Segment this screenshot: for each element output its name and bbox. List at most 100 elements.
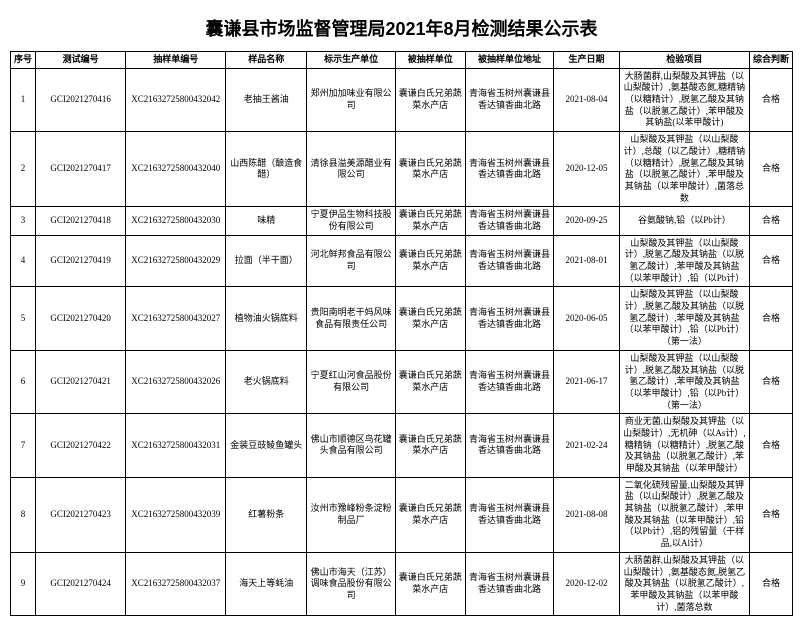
cell-producer: 佛山市海天（江苏）调味食品股份有限公司 <box>307 552 395 615</box>
cell-inspectitems: 二氧化硫残留量,山梨酸及其钾盐（以山梨酸计）,脱氢乙酸及其钠盐（以脱氢乙酸计）,… <box>619 477 749 552</box>
cell-sampledunit: 囊谦白氏兄弟蔬菜水产店 <box>395 477 465 552</box>
cell-inspectitems: 山梨酸及其钾盐（以山梨酸计）,脱氢乙酸及其钠盐（以脱氢乙酸计）,苯甲酸及其钠盐（… <box>619 235 749 287</box>
cell-sampledunit: 囊谦白氏兄弟蔬菜水产店 <box>395 207 465 235</box>
page-title: 囊谦县市场监督管理局2021年8月检测结果公示表 <box>10 15 793 41</box>
cell-sampledaddr: 青海省玉树州囊谦县香达镇香曲北路 <box>465 414 553 477</box>
col-inspectitems: 检验项目 <box>619 52 749 69</box>
cell-producer: 宁夏红山河食品股份有限公司 <box>307 350 395 413</box>
cell-proddate: 2020-06-05 <box>554 287 620 350</box>
cell-sampledaddr: 青海省玉树州囊谦县香达镇香曲北路 <box>465 207 553 235</box>
col-judgement: 综合判断 <box>749 52 792 69</box>
cell-inspectitems: 山梨酸及其钾盐（以山梨酸计）,脱氢乙酸及其钠盐（以脱氢乙酸计）,苯甲酸及其钠盐（… <box>619 287 749 350</box>
cell-seq: 2 <box>11 132 36 207</box>
cell-judgement: 合格 <box>749 350 792 413</box>
col-producer: 标示生产单位 <box>307 52 395 69</box>
cell-seq: 9 <box>11 552 36 615</box>
cell-samplename: 拉面（半干面） <box>226 235 307 287</box>
cell-proddate: 2021-02-24 <box>554 414 620 477</box>
table-header-row: 序号 测试编号 抽样单编号 样品名称 标示生产单位 被抽样单位 被抽样单位地址 … <box>11 52 793 69</box>
cell-sampledaddr: 青海省玉树州囊谦县香达镇香曲北路 <box>465 235 553 287</box>
cell-judgement: 合格 <box>749 235 792 287</box>
cell-proddate: 2020-12-02 <box>554 552 620 615</box>
cell-seq: 7 <box>11 414 36 477</box>
cell-proddate: 2021-08-08 <box>554 477 620 552</box>
col-testid: 测试编号 <box>35 52 126 69</box>
cell-sampleid: XC21632725800432042 <box>126 68 226 131</box>
cell-producer: 汝州市豫峰粉条淀粉制品厂 <box>307 477 395 552</box>
cell-sampleid: XC21632725800432029 <box>126 235 226 287</box>
cell-judgement: 合格 <box>749 414 792 477</box>
cell-judgement: 合格 <box>749 207 792 235</box>
cell-seq: 1 <box>11 68 36 131</box>
table-row: 9GCI2021270424XC21632725800432037海天上等蚝油佛… <box>11 552 793 615</box>
table-row: 5GCI2021270420XC21632725800432027植物油火锅底料… <box>11 287 793 350</box>
cell-sampledaddr: 青海省玉树州囊谦县香达镇香曲北路 <box>465 132 553 207</box>
table-row: 7GCI2021270422XC21632725800432031金装豆豉鲮鱼罐… <box>11 414 793 477</box>
table-row: 1GCI2021270416XC21632725800432042老抽王酱油郑州… <box>11 68 793 131</box>
cell-testid: GCI2021270419 <box>35 235 126 287</box>
cell-sampledaddr: 青海省玉树州囊谦县香达镇香曲北路 <box>465 287 553 350</box>
cell-inspectitems: 山梨酸及其钾盐（以山梨酸计）,总酸（以乙酸计）,糖精钠（以糖精计）,脱氢乙酸及其… <box>619 132 749 207</box>
cell-testid: GCI2021270423 <box>35 477 126 552</box>
cell-sampleid: XC21632725800432026 <box>126 350 226 413</box>
cell-sampledaddr: 青海省玉树州囊谦县香达镇香曲北路 <box>465 350 553 413</box>
cell-testid: GCI2021270420 <box>35 287 126 350</box>
cell-sampleid: XC21632725800432027 <box>126 287 226 350</box>
cell-judgement: 合格 <box>749 552 792 615</box>
cell-sampledaddr: 青海省玉树州囊谦县香达镇香曲北路 <box>465 552 553 615</box>
cell-sampledunit: 囊谦白氏兄弟蔬菜水产店 <box>395 235 465 287</box>
cell-sampledunit: 囊谦白氏兄弟蔬菜水产店 <box>395 414 465 477</box>
cell-sampledaddr: 青海省玉树州囊谦县香达镇香曲北路 <box>465 477 553 552</box>
table-row: 2GCI2021270417XC21632725800432040山西陈醋（酿造… <box>11 132 793 207</box>
cell-proddate: 2021-06-17 <box>554 350 620 413</box>
cell-inspectitems: 山梨酸及其钾盐（以山梨酸计）,脱氢乙酸及其钠盐（以脱氢乙酸计）,苯甲酸及其钠盐（… <box>619 350 749 413</box>
results-table: 序号 测试编号 抽样单编号 样品名称 标示生产单位 被抽样单位 被抽样单位地址 … <box>10 51 793 616</box>
cell-producer: 佛山市顺德区鸟花罐头食品有限公司 <box>307 414 395 477</box>
cell-testid: GCI2021270418 <box>35 207 126 235</box>
cell-proddate: 2020-09-25 <box>554 207 620 235</box>
table-row: 3GCI2021270418XC21632725800432030味精宁夏伊品生… <box>11 207 793 235</box>
cell-producer: 清徐县溢美源醋业有限公司 <box>307 132 395 207</box>
cell-samplename: 海天上等蚝油 <box>226 552 307 615</box>
cell-proddate: 2021-08-04 <box>554 68 620 131</box>
cell-samplename: 老火锅底料 <box>226 350 307 413</box>
cell-seq: 6 <box>11 350 36 413</box>
cell-sampleid: XC21632725800432040 <box>126 132 226 207</box>
cell-testid: GCI2021270422 <box>35 414 126 477</box>
cell-sampleid: XC21632725800432039 <box>126 477 226 552</box>
cell-sampleid: XC21632725800432031 <box>126 414 226 477</box>
cell-testid: GCI2021270416 <box>35 68 126 131</box>
cell-sampledunit: 囊谦白氏兄弟蔬菜水产店 <box>395 350 465 413</box>
cell-samplename: 山西陈醋（酿造食醋） <box>226 132 307 207</box>
col-sampledaddr: 被抽样单位地址 <box>465 52 553 69</box>
col-samplename: 样品名称 <box>226 52 307 69</box>
cell-sampledaddr: 青海省玉树州囊谦县香达镇香曲北路 <box>465 68 553 131</box>
cell-sampledunit: 囊谦白氏兄弟蔬菜水产店 <box>395 552 465 615</box>
cell-testid: GCI2021270424 <box>35 552 126 615</box>
cell-sampleid: XC21632725800432030 <box>126 207 226 235</box>
cell-samplename: 植物油火锅底料 <box>226 287 307 350</box>
col-sampledunit: 被抽样单位 <box>395 52 465 69</box>
cell-producer: 郑州加加味业有限公司 <box>307 68 395 131</box>
cell-judgement: 合格 <box>749 477 792 552</box>
cell-sampledunit: 囊谦白氏兄弟蔬菜水产店 <box>395 132 465 207</box>
cell-producer: 河北鲜邦食品有限公司 <box>307 235 395 287</box>
table-row: 8GCI2021270423XC21632725800432039红薯粉条汝州市… <box>11 477 793 552</box>
cell-sampledunit: 囊谦白氏兄弟蔬菜水产店 <box>395 68 465 131</box>
cell-samplename: 金装豆豉鲮鱼罐头 <box>226 414 307 477</box>
cell-judgement: 合格 <box>749 287 792 350</box>
cell-inspectitems: 谷氨酸钠,铅（以Pb计） <box>619 207 749 235</box>
cell-seq: 4 <box>11 235 36 287</box>
cell-inspectitems: 商业无菌,山梨酸及其钾盐（以山梨酸计）,无机砷（以As计）,糖精钠（以糖精计）,… <box>619 414 749 477</box>
cell-testid: GCI2021270421 <box>35 350 126 413</box>
col-sampleid: 抽样单编号 <box>126 52 226 69</box>
cell-proddate: 2020-12-05 <box>554 132 620 207</box>
table-row: 6GCI2021270421XC21632725800432026老火锅底料宁夏… <box>11 350 793 413</box>
cell-seq: 8 <box>11 477 36 552</box>
cell-testid: GCI2021270417 <box>35 132 126 207</box>
cell-judgement: 合格 <box>749 68 792 131</box>
cell-samplename: 老抽王酱油 <box>226 68 307 131</box>
cell-producer: 宁夏伊品生物科技股份有限公司 <box>307 207 395 235</box>
cell-judgement: 合格 <box>749 132 792 207</box>
col-seq: 序号 <box>11 52 36 69</box>
